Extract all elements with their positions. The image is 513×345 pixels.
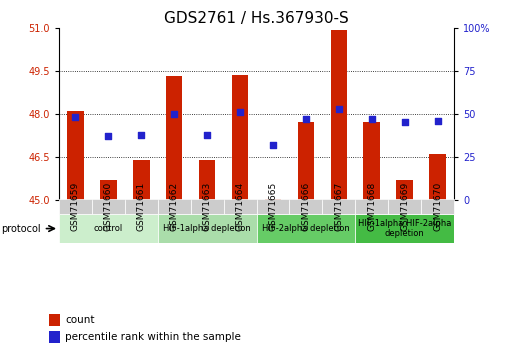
- Bar: [166, 77, 183, 200]
- Bar: [429, 154, 446, 200]
- Point: [401, 120, 409, 125]
- Point: [334, 106, 343, 111]
- Bar: [421, 199, 454, 214]
- Text: control: control: [94, 224, 123, 233]
- Text: GSM71661: GSM71661: [137, 182, 146, 231]
- Point: [433, 118, 442, 124]
- Bar: [322, 199, 355, 214]
- Text: GSM71666: GSM71666: [301, 182, 310, 231]
- Text: GSM71659: GSM71659: [71, 182, 80, 231]
- Bar: [158, 214, 256, 243]
- Text: protocol: protocol: [1, 225, 41, 234]
- Bar: [256, 214, 355, 243]
- Text: GSM71660: GSM71660: [104, 182, 113, 231]
- Bar: [265, 199, 281, 200]
- Bar: [232, 75, 248, 200]
- Bar: [298, 122, 314, 200]
- Bar: [49, 314, 61, 326]
- Text: HIF-1alpha HIF-2alpha
depletion: HIF-1alpha HIF-2alpha depletion: [358, 219, 451, 238]
- Bar: [397, 180, 413, 200]
- Text: GSM71665: GSM71665: [268, 182, 278, 231]
- Text: HIF-2alpha depletion: HIF-2alpha depletion: [262, 224, 350, 233]
- Bar: [224, 199, 256, 214]
- Bar: [92, 199, 125, 214]
- Text: GSM71664: GSM71664: [235, 182, 245, 231]
- Point: [137, 132, 145, 137]
- Point: [71, 115, 80, 120]
- Text: percentile rank within the sample: percentile rank within the sample: [65, 333, 241, 342]
- Bar: [59, 214, 158, 243]
- Bar: [133, 160, 149, 200]
- Text: GSM71663: GSM71663: [203, 182, 212, 231]
- Bar: [330, 30, 347, 200]
- Text: count: count: [65, 315, 94, 325]
- Text: GSM71670: GSM71670: [433, 182, 442, 231]
- Bar: [49, 331, 61, 343]
- Point: [236, 109, 244, 115]
- Bar: [191, 199, 224, 214]
- Text: GSM71668: GSM71668: [367, 182, 376, 231]
- Text: GSM71669: GSM71669: [400, 182, 409, 231]
- Point: [368, 116, 376, 122]
- Bar: [256, 199, 289, 214]
- Bar: [100, 180, 116, 200]
- Bar: [158, 199, 191, 214]
- Bar: [199, 160, 215, 200]
- Bar: [289, 199, 322, 214]
- Bar: [355, 214, 454, 243]
- Bar: [125, 199, 158, 214]
- Point: [170, 111, 179, 117]
- Bar: [355, 199, 388, 214]
- Title: GDS2761 / Hs.367930-S: GDS2761 / Hs.367930-S: [164, 11, 349, 27]
- Point: [203, 132, 211, 137]
- Bar: [59, 199, 92, 214]
- Text: GSM71662: GSM71662: [170, 182, 179, 231]
- Text: HIF-1alpha depletion: HIF-1alpha depletion: [163, 224, 251, 233]
- Point: [302, 116, 310, 122]
- Bar: [364, 122, 380, 200]
- Point: [104, 134, 112, 139]
- Bar: [388, 199, 421, 214]
- Bar: [67, 111, 84, 200]
- Text: GSM71667: GSM71667: [334, 182, 343, 231]
- Point: [269, 142, 277, 148]
